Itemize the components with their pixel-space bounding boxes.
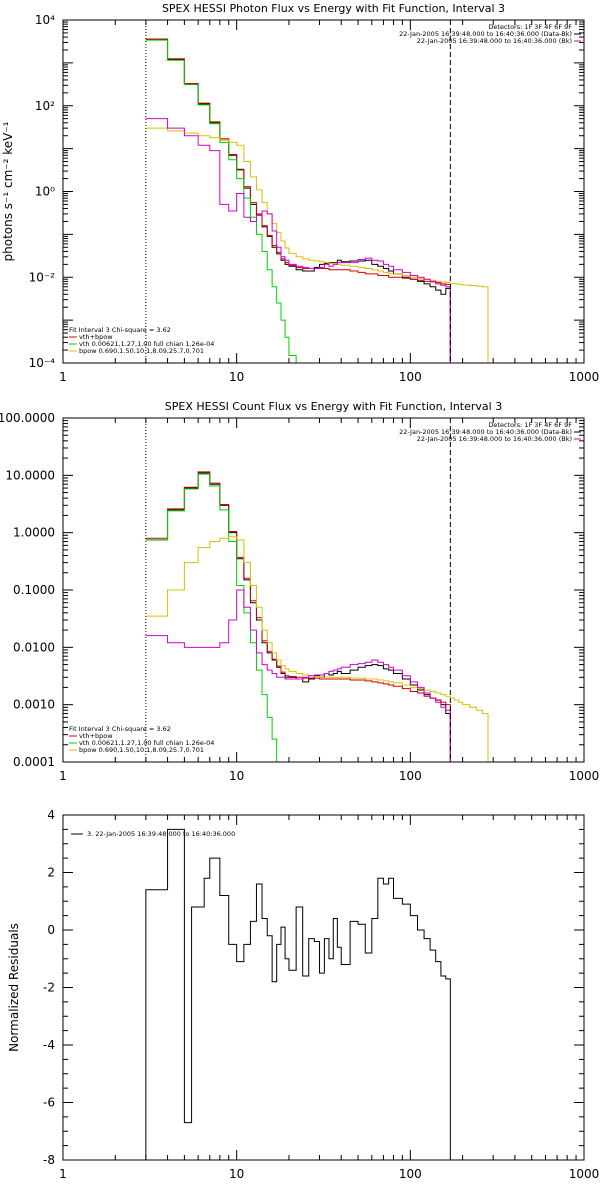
x-tick-label: 100 [399, 769, 422, 783]
legend-entry: vth+bpow [79, 333, 113, 341]
legend-entry: Detectors: 1F 3F 4F 6F 9F [488, 23, 572, 31]
series-line-2 [145, 38, 451, 363]
y-axis: 0.0001 0.0010 0.0100 0.1000 1.0000 10.0000 100… [0, 411, 584, 769]
series-group [145, 828, 451, 1160]
series-group [145, 38, 489, 363]
y-tick-label: -4 [43, 1038, 55, 1052]
legend-entry: vth+bpow [79, 732, 113, 740]
legend-entry: vth 0.00621,1.27,1.00 full chian 1.26e-0… [79, 739, 214, 747]
chart-title: SPEX HESSI Photon Flux vs Energy with Fi… [162, 2, 505, 15]
y-tick-label: -2 [43, 981, 55, 995]
fit-summary: Fit Interval 3 Chi-square = 3.62 [69, 326, 171, 334]
series-line-4 [145, 536, 489, 762]
series-line-1 [145, 39, 451, 363]
plot-frame [62, 417, 585, 763]
x-tick-label: 10 [229, 769, 244, 783]
legend-entry: bpow 0.690,1.50,10.1,8.09,25.7,0.701 [79, 347, 204, 355]
series-line-5 [145, 589, 451, 762]
legend-entry: 22-Jan-2005 16:39:48.000 to 16:40:36.000… [417, 435, 572, 443]
x-tick-label: 10 [229, 370, 244, 384]
fit-summary: Fit Interval 3 Chi-square = 3.62 [69, 725, 171, 733]
x-tick-label: 1000 [569, 769, 600, 783]
legend-bottom: Fit Interval 3 Chi-square = 3.62vth+bpow… [69, 326, 214, 355]
y-axis: -8 -6 -4 -2 0 2 4 [43, 808, 584, 1167]
legend-entry: Detectors: 1F 3F 4F 6F 9F [488, 421, 572, 429]
chart-title: SPEX HESSI Count Flux vs Energy with Fit… [165, 400, 502, 413]
x-tick-label: 100 [399, 1167, 422, 1181]
y-tick-label: 0.0001 [13, 755, 55, 769]
y-axis-label: photons s⁻¹ cm⁻² keV⁻¹ [1, 121, 15, 261]
x-tick-label: 100 [399, 370, 422, 384]
x-tick-label: 1 [59, 370, 67, 384]
plot-frame [62, 19, 585, 364]
x-axis: 1 10 100 1000 [59, 20, 599, 384]
legend-entry: 22-Jan-2005 16:39:48.000 to 16:40:36.000… [417, 37, 572, 45]
y-tick-label: 10.0000 [5, 468, 55, 482]
legend-top: 3. 22-Jan-2005 16:39:48.000 to 16:40:36.… [71, 830, 235, 838]
series-line-5 [145, 118, 451, 363]
series-line-1 [145, 472, 451, 762]
y-tick-label: 100.0000 [0, 411, 55, 425]
legend-entry: bpow 0.690,1.50,10.1,8.09,25.7,0.701 [79, 746, 204, 754]
y-tick-label: 1.0000 [13, 526, 55, 540]
series-group [145, 471, 489, 762]
y-tick-label: 0.1000 [13, 583, 55, 597]
x-tick-label: 1000 [569, 1167, 600, 1181]
y-tick-label: 10² [35, 99, 55, 113]
legend-entry: 3. 22-Jan-2005 16:39:48.000 to 16:40:36.… [87, 830, 235, 838]
legend-entry: vth 0.00621,1.27,1.00 full chian 1.26e-0… [79, 340, 214, 348]
x-tick-label: 1 [59, 769, 67, 783]
legend-entry: 22-Jan-2005 16:39:48.000 to 16:40:36.000… [399, 30, 572, 38]
series-line-2 [145, 471, 451, 762]
y-tick-label: -8 [43, 1153, 55, 1167]
y-axis-label: Normalized Residuals [7, 923, 21, 1052]
y-tick-label: 10⁴ [35, 13, 55, 27]
chart-panel-2: SPEX HESSI Count Flux vs Energy with Fit… [0, 400, 599, 783]
chart-panel-1: SPEX HESSI Photon Flux vs Energy with Fi… [1, 2, 599, 384]
y-axis: 10⁻⁴ 10⁻² 10⁰ 10² 10⁴ [29, 13, 584, 370]
y-tick-label: 4 [47, 808, 55, 822]
y-tick-label: 0.0010 [13, 698, 55, 712]
series-line-4 [145, 127, 489, 363]
x-tick-label: 1 [59, 1167, 67, 1181]
x-axis: 1 10 100 1000 [59, 815, 599, 1181]
x-tick-label: 1000 [569, 370, 600, 384]
series-line-1 [145, 828, 451, 1160]
legend-bottom: Fit Interval 3 Chi-square = 3.62vth+bpow… [69, 725, 214, 754]
y-tick-label: -6 [43, 1096, 55, 1110]
y-tick-label: 0.0100 [13, 640, 55, 654]
y-tick-label: 10⁻⁴ [29, 356, 56, 370]
y-tick-label: 0 [47, 923, 55, 937]
y-tick-label: 2 [47, 866, 55, 880]
x-tick-label: 10 [229, 1167, 244, 1181]
chart-panel-3: 1 10 100 1000 -8 -6 -4 -2 0 2 4 Normalized Residual… [7, 808, 599, 1181]
plot-frame [62, 814, 585, 1161]
x-axis: 1 10 100 1000 [59, 418, 599, 783]
y-tick-label: 10⁰ [35, 185, 55, 199]
legend-entry: 22-Jan-2005 16:39:48.000 to 16:40:36.000… [399, 428, 572, 436]
y-tick-label: 10⁻² [29, 270, 56, 284]
